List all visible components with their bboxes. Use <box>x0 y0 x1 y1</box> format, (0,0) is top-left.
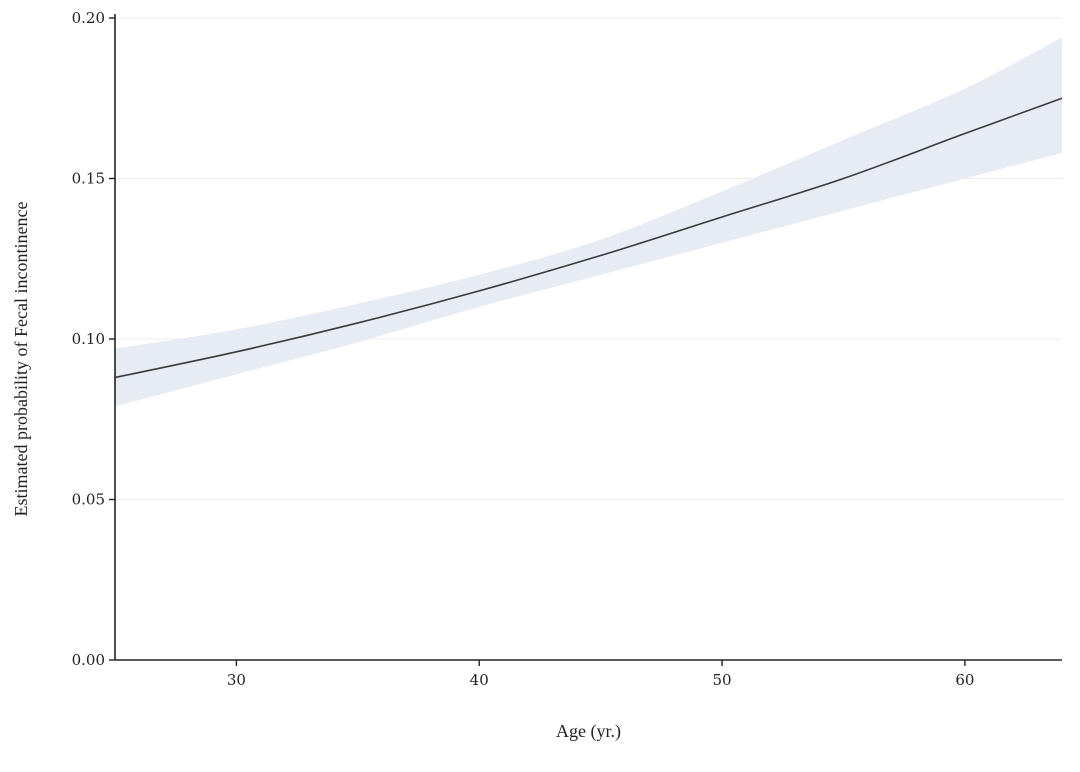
x-tick-label: 40 <box>470 671 489 689</box>
y-axis-title: Estimated probability of Fecal incontine… <box>11 202 31 517</box>
estimate-line <box>114 97 1063 379</box>
confidence-band <box>115 37 1062 407</box>
y-tick-label: 0.05 <box>72 491 105 509</box>
y-axis-ticks: 0.00 0.05 0.10 0.15 0.20 <box>72 9 115 669</box>
x-tick-label: 30 <box>227 671 246 689</box>
y-tick-label: 0.00 <box>72 651 105 669</box>
x-tick-label: 50 <box>713 671 732 689</box>
y-tick-label: 0.15 <box>72 170 105 188</box>
x-axis-title: Age (yr.) <box>556 721 621 742</box>
x-axis-ticks: 30 40 50 60 <box>227 660 974 689</box>
y-tick-label: 0.20 <box>72 9 105 27</box>
x-tick-label: 60 <box>955 671 974 689</box>
y-tick-label: 0.10 <box>72 330 105 348</box>
